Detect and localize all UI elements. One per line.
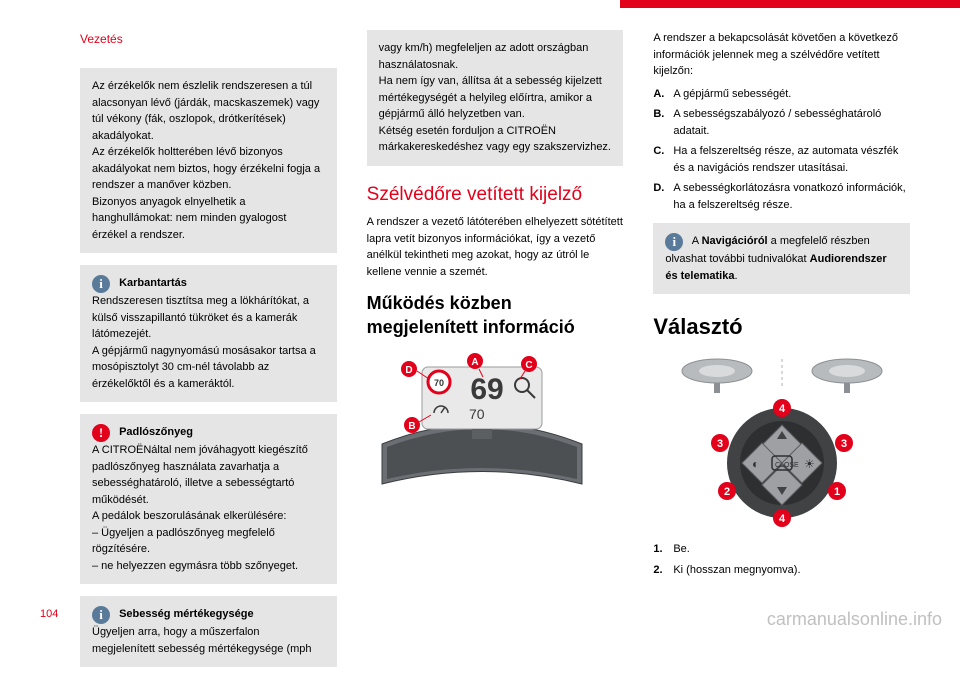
note-body: Ügyeljen arra, hogy a műszerfalon megjel… [92,626,312,655]
note-floormat: ! Padlószőnyeg A CITROËNáltal nem jóváha… [80,414,337,584]
list-item: 1.Be. [653,541,910,558]
note-sensors: Az érzékelők nem észlelik rendszeresen a… [80,68,337,253]
watermark: carmanualsonline.info [767,609,942,630]
list-item: D.A sebességkorlátozásra vonatkozó infor… [653,180,910,213]
note-navigation: i A Navigációról a megfelelő részben olv… [653,223,910,294]
list-text: A gépjármű sebességét. [673,86,791,103]
selector-title: Választó [653,310,910,343]
list-text: Ki (hosszan megnyomva). [673,562,800,579]
svg-text:☀: ☀ [804,457,815,471]
note-maintenance: i Karbantartás Rendszeresen tisztítsa me… [80,265,337,402]
note-speed-unit-cont: vagy km/h) megfeleljen az adott országba… [367,30,624,166]
list-label: B. [653,106,673,139]
list-text: A sebességszabályozó / sebességhatároló … [673,106,910,139]
note-speed-unit: i Sebesség mértékegysége Ügyeljen arra, … [80,596,337,667]
list-text: Ha a felszereltség része, az automata vé… [673,143,910,176]
list-text: A sebességkorlátozásra vonatkozó informá… [673,180,910,213]
svg-text:69: 69 [470,373,503,406]
hud-illustration: 70 69 70 D A C B [367,349,624,489]
svg-text:2: 2 [724,486,730,498]
info-icon: i [92,275,110,293]
list-label: A. [653,86,673,103]
svg-text:CLOSE: CLOSE [775,462,799,469]
info-icon: i [665,233,683,251]
list-label: C. [653,143,673,176]
list-label: D. [653,180,673,213]
note-title: Sebesség mértékegysége [119,608,254,620]
hud-list-intro: A rendszer a bekapcsolását követően a kö… [653,30,910,80]
note-text: A Navigációról a megfelelő részben olvas… [665,235,886,282]
list-item: A.A gépjármű sebességét. [653,86,910,103]
note-title: Padlószőnyeg [119,426,193,438]
svg-text:3: 3 [717,438,723,450]
svg-text:70: 70 [434,378,444,388]
note-text: vagy km/h) megfeleljen az adott országba… [379,42,611,153]
note-text: Az érzékelők nem észlelik rendszeresen a… [92,80,320,241]
page-number: 104 [40,608,58,620]
svg-text:4: 4 [779,513,786,525]
list-text: Be. [673,541,690,558]
svg-text:D: D [405,365,412,376]
list-label: 2. [653,562,673,579]
info-icon: i [92,606,110,624]
svg-text:1: 1 [834,486,840,498]
svg-text:3: 3 [841,438,847,450]
svg-text:C: C [525,360,532,371]
svg-text:◐: ◐ [752,457,759,471]
note-title: Karbantartás [119,277,187,289]
svg-text:A: A [471,357,478,368]
list-item: 2.Ki (hosszan megnyomva). [653,562,910,579]
section-header: Vezetés [80,30,337,48]
warning-icon: ! [92,424,110,442]
selector-illustration: ◐ ☀ CLOSE 1 2 3 3 4 4 [653,353,910,533]
hud-info-title: Működés közben megjelenített információ [367,292,624,339]
list-item: B.A sebességszabályozó / sebességhatárol… [653,106,910,139]
hud-title: Szélvédőre vetített kijelző [367,184,624,207]
note-body: Rendszeresen tisztítsa meg a lökhárítóka… [92,295,316,390]
list-item: C.Ha a felszereltség része, az automata … [653,143,910,176]
svg-text:4: 4 [779,403,786,415]
list-label: 1. [653,541,673,558]
hud-desc: A rendszer a vezető látóterében elhelyez… [367,214,624,280]
svg-text:70: 70 [469,406,485,422]
note-body: A CITROËNáltal nem jóváhagyott kiegészít… [92,444,308,572]
svg-text:B: B [408,421,415,432]
